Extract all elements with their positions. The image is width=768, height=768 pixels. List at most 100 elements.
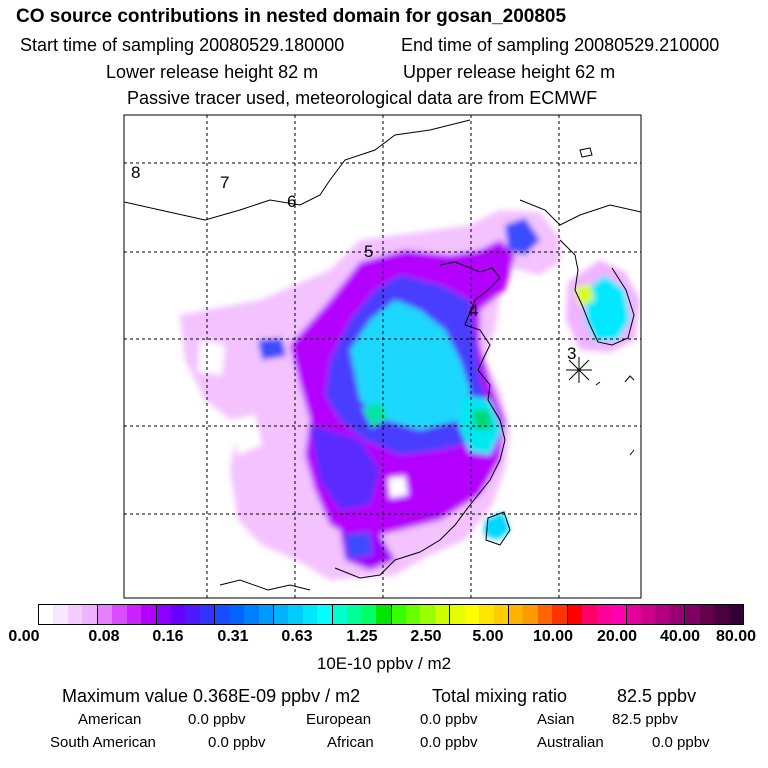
coast-bohai: [334, 261, 506, 579]
lower-release-label: Lower release height 82 m: [106, 62, 319, 82]
colorbar-swatch: [185, 605, 200, 624]
concentration-field: [180, 210, 640, 580]
colorbar-tick: 0.16: [152, 628, 184, 645]
colorbar-swatch: [199, 605, 215, 624]
gap-3: [198, 340, 225, 375]
colorbar-tick: 40.00: [659, 628, 701, 645]
contour-label-3: 3: [567, 344, 576, 363]
colorbar-swatch: [170, 605, 186, 624]
colorbar-swatch: [596, 605, 612, 624]
contour-label-7: 7: [220, 173, 229, 192]
colorbar-swatch: [523, 605, 538, 624]
island-small: [579, 147, 593, 158]
end-time-label: End time of sampling 20080529.210000: [401, 35, 720, 55]
colorbar-tick: 0.00: [8, 628, 40, 645]
east-hotspot: [585, 275, 630, 342]
colorbar-tick: 2.50: [410, 628, 442, 645]
colorbar-swatch: [82, 605, 97, 624]
colorbar-tick: 0.63: [281, 628, 313, 645]
plot-title: CO source contributions in nested domain…: [16, 6, 567, 27]
east-hotspot-yellow: [574, 284, 594, 306]
colorbar-tick: 5.00: [472, 628, 504, 645]
region-value: 0.0 ppbv: [420, 734, 478, 751]
contour-label-5: 5: [364, 242, 373, 261]
border-northeast: [519, 199, 641, 226]
coast-korea: [559, 239, 635, 346]
plume-green-core-2: [472, 410, 492, 430]
islands-japan: [595, 375, 635, 456]
start-time-label: Start time of sampling 20080529.180000: [20, 35, 345, 55]
gap-2: [388, 476, 408, 498]
colorbar-tick: 0.08: [88, 628, 120, 645]
contour-label-4: 4: [469, 301, 478, 320]
colorbar-swatch: [669, 605, 685, 624]
colorbar-swatch: [566, 605, 583, 624]
colorbar-swatch: [302, 605, 318, 624]
colorbar-swatch: [479, 605, 494, 624]
colorbar-swatch: [376, 605, 391, 624]
colorbar-tick: 1.25: [346, 628, 378, 645]
colorbar-swatch: [625, 605, 641, 624]
region-value: 82.5 ppbv: [612, 711, 678, 728]
colorbar-swatch: [552, 605, 567, 624]
colorbar-swatch: [317, 605, 332, 624]
colorbar-swatch: [155, 605, 171, 624]
region-name: American: [78, 711, 142, 728]
coastlines: [124, 119, 641, 591]
region-value: 0.0 ppbv: [652, 734, 710, 751]
region-value: 0.0 ppbv: [188, 711, 246, 728]
region-value: 0.0 ppbv: [208, 734, 266, 751]
border-north: [124, 119, 471, 221]
taiwan-patch: [484, 512, 510, 540]
colorbar-swatch: [537, 605, 553, 624]
coast-south: [219, 579, 311, 591]
tracer-note: Passive tracer used, meteorological data…: [127, 88, 598, 108]
colorbar-swatch: [67, 605, 83, 624]
colorbar-swatch: [508, 605, 524, 624]
colorbar-unit: 10E-10 ppbv / m2: [316, 654, 452, 673]
colorbar-swatch: [214, 605, 230, 624]
colorbar-swatch: [420, 605, 435, 624]
total-mixing-value: 82.5 ppbv: [617, 686, 697, 706]
colorbar-swatch: [714, 605, 729, 624]
colorbar-swatch: [655, 605, 670, 624]
region-value: 0.0 ppbv: [420, 711, 478, 728]
gap-1: [230, 415, 262, 455]
colorbar-swatch: [611, 605, 626, 624]
colorbar-swatch: [684, 605, 700, 624]
receptor-star-icon: [566, 357, 592, 383]
colorbar-swatch: [361, 605, 377, 624]
colorbar-swatch: [112, 605, 127, 624]
blob-south: [345, 532, 372, 558]
colorbar-swatch: [244, 605, 259, 624]
contour-labels: 8 7 6 5 4 3: [131, 163, 576, 363]
total-mixing-label: Total mixing ratio: [432, 686, 568, 706]
plume-blue-sw: [310, 425, 380, 510]
colorbar-tick: 20.00: [596, 628, 638, 645]
lat-lon-grid: [124, 115, 641, 598]
colorbar-swatch: [96, 605, 113, 624]
colorbar-swatch: [390, 605, 406, 624]
colorbar-swatch: [39, 605, 54, 624]
colorbar-swatch: [229, 605, 245, 624]
colorbar-swatch: [434, 605, 450, 624]
colorbar-swatch: [288, 605, 303, 624]
plume-cyan: [350, 300, 470, 430]
colorbar-swatch: [582, 605, 597, 624]
colorbar-swatch: [405, 605, 421, 624]
colorbar-tick: 10.00: [532, 628, 574, 645]
region-name: South American: [50, 734, 156, 751]
blob-west: [258, 338, 286, 360]
region-name: African: [327, 734, 374, 751]
contour-label-8: 8: [131, 163, 140, 182]
colorbar-tick: 80.00: [715, 628, 757, 645]
colorbar-swatch: [258, 605, 273, 624]
colorbar-swatch: [331, 605, 348, 624]
colorbar-swatch: [53, 605, 68, 624]
colorbar-swatch: [347, 605, 362, 624]
colorbar-swatch: [273, 605, 289, 624]
colorbar-swatch: [640, 605, 656, 624]
colorbar-swatch: [493, 605, 508, 624]
region-name: European: [306, 711, 372, 728]
